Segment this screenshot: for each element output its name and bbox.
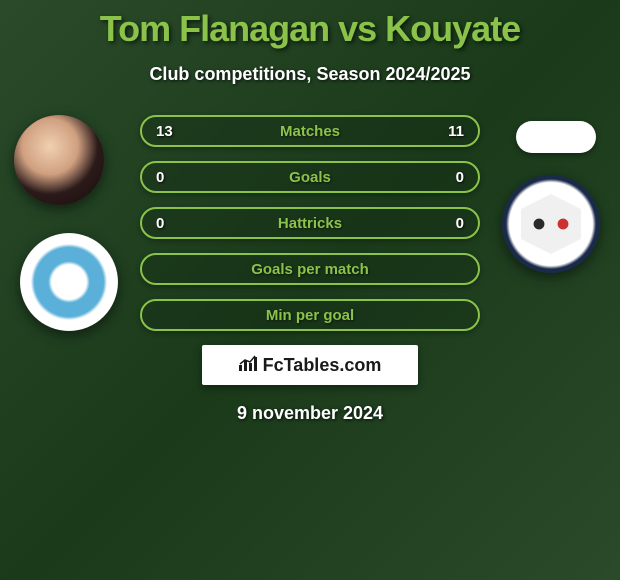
stat-right-value: 0 [440, 169, 464, 186]
player-right-placeholder [516, 121, 596, 153]
club-badge-right [502, 175, 600, 273]
stat-label: Hattricks [180, 215, 440, 232]
stat-label: Matches [180, 123, 440, 140]
brand-text: FcTables.com [263, 355, 382, 376]
stat-left-value: 0 [156, 215, 180, 232]
stat-right-value: 11 [440, 123, 464, 140]
stat-left-value: 13 [156, 123, 180, 140]
page-title: Tom Flanagan vs Kouyate [0, 0, 620, 50]
stat-label: Goals [180, 169, 440, 186]
stat-left-value: 0 [156, 169, 180, 186]
chart-icon [239, 355, 259, 376]
stat-row-goals: 0Goals0 [140, 161, 480, 193]
stats-list: 13Matches110Goals00Hattricks0Goals per m… [140, 115, 480, 331]
stat-label: Goals per match [180, 261, 440, 278]
subtitle: Club competitions, Season 2024/2025 [0, 64, 620, 85]
stat-right-value: 0 [440, 215, 464, 232]
date-label: 9 november 2024 [0, 403, 620, 424]
stat-row-hattricks: 0Hattricks0 [140, 207, 480, 239]
club-badge-left [20, 233, 118, 331]
player-left-photo [14, 115, 104, 205]
stat-row-goals-per-match: Goals per match [140, 253, 480, 285]
brand-badge: FcTables.com [202, 345, 418, 385]
stat-row-matches: 13Matches11 [140, 115, 480, 147]
comparison-panel: 13Matches110Goals00Hattricks0Goals per m… [0, 115, 620, 424]
stat-label: Min per goal [180, 307, 440, 324]
stat-row-min-per-goal: Min per goal [140, 299, 480, 331]
